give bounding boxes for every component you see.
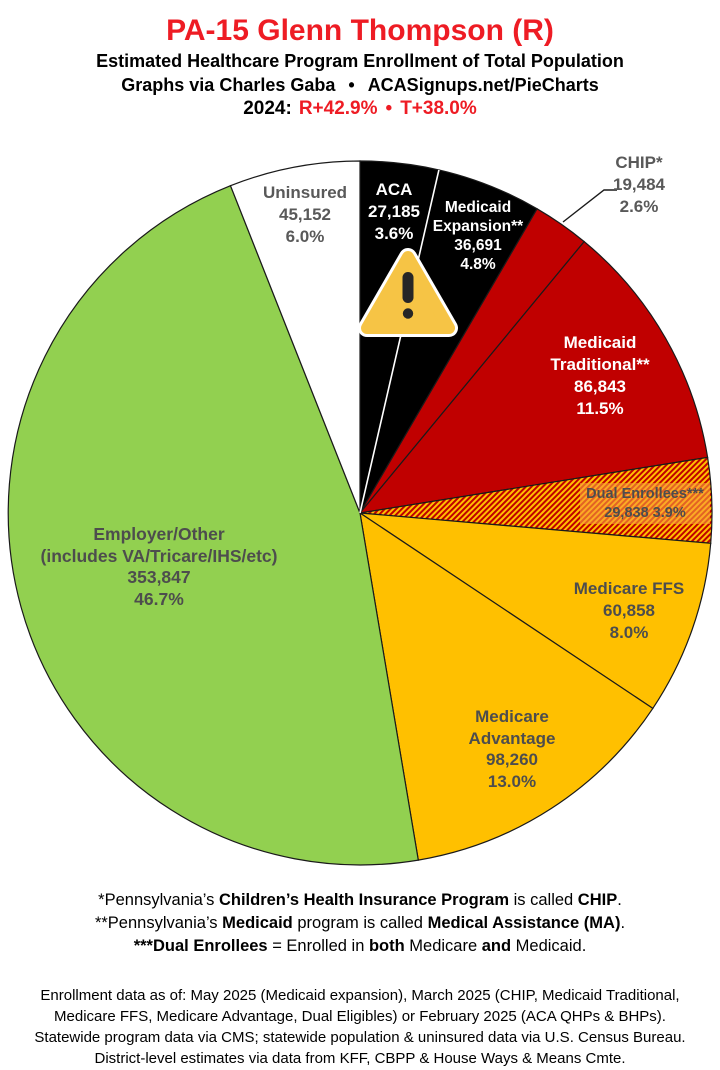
footnote-text: . — [620, 914, 626, 932]
pie-slice-medicare-advantage — [359, 511, 654, 861]
footnote-medicaid: **Pennsylvania’s Medicaid program is cal… — [0, 912, 720, 935]
chip-leader-line — [562, 189, 617, 223]
pie-slice-employer-other-includes-va-tricare-ihs-etc — [7, 184, 419, 866]
disclaimer-line: District-level estimates via data from K… — [94, 1050, 626, 1067]
page-title: PA-15 Glenn Thompson (R) — [166, 14, 554, 47]
pie-chart-svg — [7, 160, 713, 866]
footnote-text: Medicaid — [222, 914, 293, 932]
footnote-text: program is called — [292, 914, 428, 932]
bullet-icon: • — [348, 75, 355, 95]
slice-divider-line — [359, 169, 440, 514]
footnote-text: Medical Assistance (MA) — [427, 914, 621, 932]
disclaimer-line: Enrollment data as of: May 2025 (Medicai… — [40, 987, 680, 1004]
footnotes: *Pennsylvania’s Children’s Health Insura… — [0, 889, 720, 958]
footnote-text: = Enrolled in — [267, 937, 369, 955]
footnote-text: Children’s Health Insurance Program — [218, 891, 510, 909]
pie-slice-medicaid-traditional — [358, 240, 709, 514]
footnote-text: CHIP — [577, 891, 618, 909]
footnote-text: Medicaid. — [511, 937, 587, 955]
pie-slice-uninsured — [229, 160, 361, 514]
credit-site: ACASignups.net/PieCharts — [367, 75, 599, 95]
bullet-icon: • — [385, 98, 393, 119]
footnote-text: and — [481, 937, 512, 955]
pie-chart — [0, 140, 720, 880]
footnote-text: is called — [509, 891, 578, 909]
footnote-dual: ***Dual Enrollees = Enrolled in both Med… — [0, 935, 720, 958]
footnote-text: both — [368, 937, 405, 955]
partisan-lean-line: 2024: R+42.9% • T+38.0% — [0, 97, 720, 121]
footnote-text: . — [617, 891, 622, 909]
partisan-r-value: R+42.9% — [298, 98, 378, 119]
subtitle: Estimated Healthcare Program Enrollment … — [96, 51, 624, 71]
data-source-disclaimer: Enrollment data as of: May 2025 (Medicai… — [0, 985, 720, 1069]
header: PA-15 Glenn Thompson (R) Estimated Healt… — [0, 0, 720, 121]
footnote-text: **Pennsylvania’s — [94, 914, 223, 932]
partisan-year: 2024: — [243, 98, 292, 119]
warning-triangle-icon — [358, 248, 458, 337]
footnote-text: *Pennsylvania’s — [98, 891, 219, 909]
disclaimer-line: Medicare FFS, Medicare Advantage, Dual E… — [54, 1008, 666, 1025]
footnote-text: ***Dual Enrollees — [133, 937, 268, 955]
disclaimer-line: Statewide program data via CMS; statewid… — [34, 1029, 686, 1046]
credit-left: Graphs via Charles Gaba — [121, 75, 336, 95]
footnote-chip: *Pennsylvania’s Children’s Health Insura… — [0, 889, 720, 912]
footnote-text: Medicare — [404, 937, 482, 955]
pie-slice-medicare-ffs — [359, 512, 712, 710]
credit-line: Graphs via Charles Gaba • ACASignups.net/P… — [0, 73, 720, 97]
partisan-t-value: T+38.0% — [400, 98, 477, 119]
